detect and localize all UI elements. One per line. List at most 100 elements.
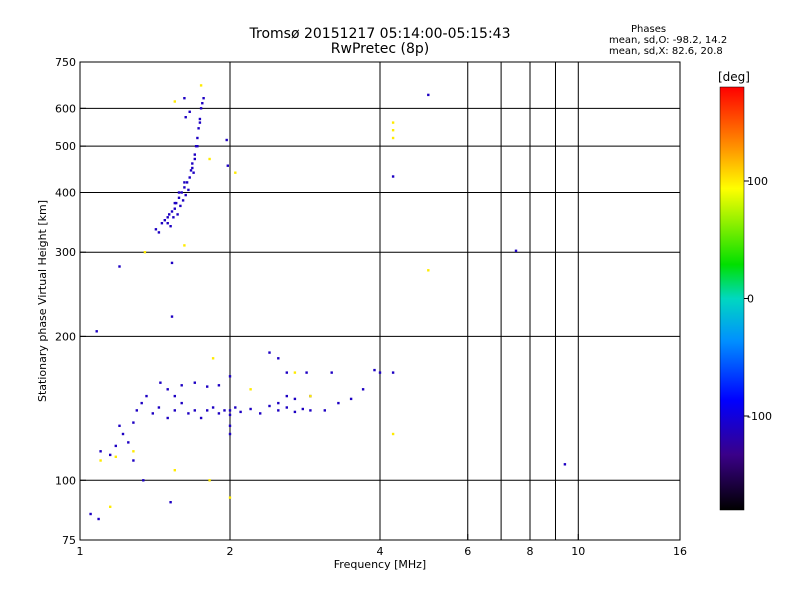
data-point	[166, 216, 169, 219]
x-axis-label: Frequency [MHz]	[334, 558, 426, 571]
data-point	[184, 116, 187, 119]
data-point	[193, 409, 196, 412]
data-point	[89, 512, 92, 516]
data-point	[228, 409, 232, 412]
colorbar-tick-label: 0	[747, 293, 754, 306]
data-point	[175, 201, 178, 205]
data-point	[163, 219, 166, 222]
data-point	[142, 479, 145, 482]
x-tick-label: 6	[464, 545, 471, 558]
data-point	[239, 410, 242, 414]
data-point	[183, 97, 186, 100]
data-point	[145, 394, 148, 398]
data-point	[225, 138, 228, 142]
grid-lines	[80, 62, 680, 540]
colorbar-ticks: 100 0 -100	[744, 175, 772, 423]
data-point	[191, 162, 194, 165]
phases-title: Phases	[631, 24, 667, 35]
data-point	[206, 409, 209, 412]
data-point	[177, 196, 181, 199]
data-point	[378, 371, 382, 374]
y-tick-label: 600	[55, 102, 76, 115]
colorbar-label: [deg]	[718, 70, 750, 84]
data-point	[277, 401, 280, 405]
data-point	[180, 191, 183, 194]
data-point	[202, 97, 205, 100]
data-point	[228, 413, 232, 417]
data-point	[217, 412, 221, 415]
data-point	[337, 401, 340, 405]
data-point	[173, 409, 176, 412]
data-point	[309, 394, 312, 398]
data-point	[135, 409, 138, 412]
data-points	[89, 84, 567, 521]
data-point	[132, 421, 135, 424]
data-point	[323, 409, 326, 412]
data-point	[173, 394, 176, 398]
data-point	[427, 93, 430, 97]
data-point	[293, 397, 297, 401]
data-point	[391, 175, 395, 178]
data-point	[183, 244, 186, 247]
data-point	[309, 409, 312, 412]
data-point	[173, 469, 176, 472]
data-point	[192, 171, 195, 174]
data-point	[184, 193, 187, 197]
y-tick-label: 200	[55, 330, 76, 343]
data-point	[211, 357, 215, 360]
data-point	[191, 166, 194, 170]
data-point	[187, 188, 190, 192]
data-point	[188, 110, 191, 113]
x-tick-label: 10	[571, 545, 585, 558]
data-point	[194, 145, 198, 148]
data-point	[206, 385, 209, 388]
phases-x-stats: mean, sd,X: 82.6, 20.8	[609, 46, 723, 57]
axis-ticks: 1 2 4 6 8 10 16 75 100 200 300 400 500 600 750	[55, 56, 687, 558]
data-point	[293, 371, 297, 374]
data-point	[391, 371, 395, 374]
data-point	[305, 371, 308, 374]
data-point	[114, 455, 117, 458]
y-tick-label: 400	[55, 186, 76, 199]
colorbar-tick-label: 100	[747, 175, 768, 188]
x-tick-label: 2	[227, 545, 234, 558]
data-point	[285, 394, 288, 398]
data-point	[223, 409, 226, 412]
data-point	[187, 412, 190, 415]
data-point	[132, 459, 135, 462]
data-point	[217, 384, 221, 387]
data-point	[198, 117, 202, 121]
data-point	[109, 505, 112, 508]
data-point	[95, 330, 98, 333]
colorbar	[719, 86, 745, 511]
x-tick-label: 1	[77, 545, 84, 558]
data-point	[118, 424, 121, 427]
data-point	[114, 444, 117, 448]
data-point	[151, 412, 154, 415]
data-point	[166, 222, 169, 225]
data-point	[109, 453, 112, 457]
data-point	[277, 409, 280, 412]
data-point	[169, 225, 172, 228]
data-point	[169, 501, 172, 504]
data-point	[201, 102, 204, 105]
data-point	[301, 407, 304, 411]
data-point	[259, 412, 262, 415]
data-point	[160, 222, 164, 225]
data-point	[268, 351, 271, 354]
data-point	[361, 388, 365, 391]
data-point	[196, 145, 199, 148]
x-tick-label: 8	[527, 545, 534, 558]
y-tick-label: 75	[62, 534, 76, 547]
data-point	[514, 249, 518, 252]
data-point	[249, 388, 252, 391]
data-point	[228, 375, 232, 378]
data-point	[330, 371, 333, 374]
x-tick-label: 4	[377, 545, 384, 558]
data-point	[159, 381, 162, 384]
data-point	[196, 136, 199, 140]
data-point	[173, 100, 176, 103]
data-point	[198, 121, 202, 124]
data-point	[99, 459, 102, 462]
data-point	[193, 153, 196, 156]
